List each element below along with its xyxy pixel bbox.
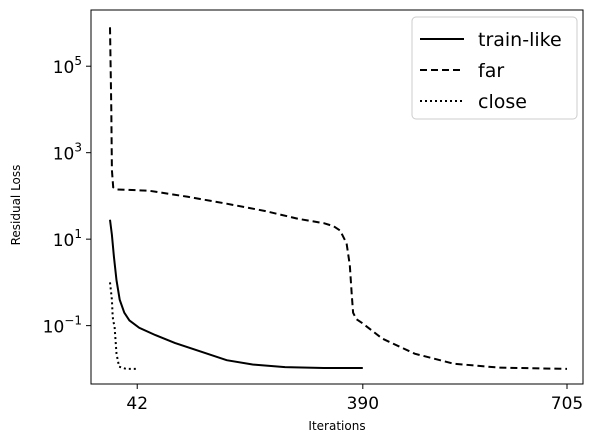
legend-label-train-like: train-like <box>478 29 562 51</box>
y-tick-label: 103 <box>53 141 82 165</box>
legend-label-close: close <box>478 91 527 113</box>
y-axis-label: Residual Loss <box>9 165 23 246</box>
y-tick-label: 105 <box>53 54 82 78</box>
y-ticks: 10−1 101 103 105 <box>43 54 91 338</box>
y-tick-label: 101 <box>53 227 82 251</box>
legend: train-like far close <box>411 16 578 120</box>
plot-frame <box>90 9 584 385</box>
series-line-train-like <box>109 219 363 369</box>
y-tick-label: 10−1 <box>43 314 82 338</box>
x-tick-label: 42 <box>126 394 148 414</box>
series-line-far <box>109 27 568 370</box>
x-tick-label: 705 <box>551 394 583 414</box>
x-tick-label: 390 <box>347 394 379 414</box>
legend-label-far: far <box>478 60 504 82</box>
x-ticks: 42 390 705 <box>126 384 583 414</box>
series-layer <box>109 27 568 370</box>
x-axis-label: Iterations <box>308 419 365 432</box>
legend-frame <box>411 16 578 120</box>
